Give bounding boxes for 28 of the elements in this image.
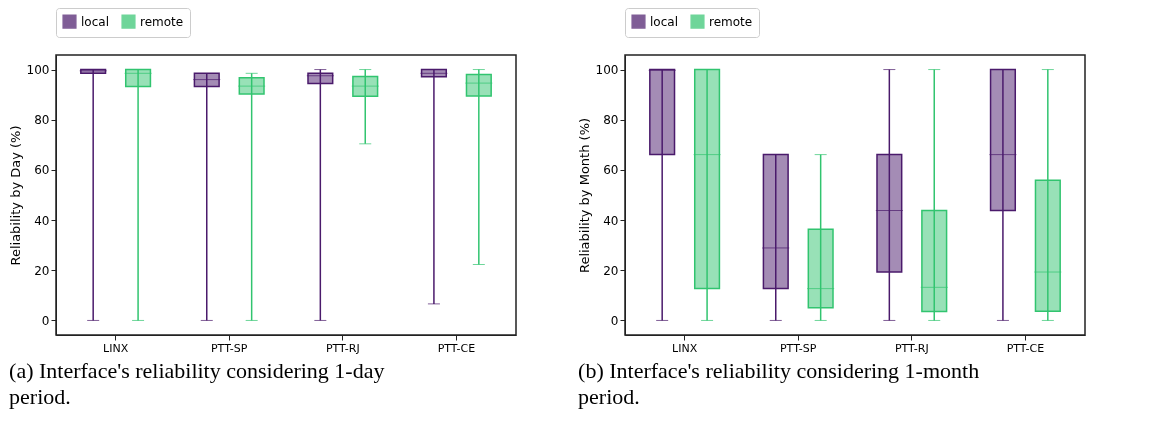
text: (b) Interface's reliability considering 1-month period.	[578, 358, 980, 409]
y-axis-title: Reliability by Day (%)	[7, 125, 23, 266]
y-tick-label: 40	[34, 213, 50, 228]
x-tick-label: PTT-RJ	[894, 341, 929, 355]
y-tick-label: 0	[610, 313, 619, 328]
y-tick-label: 100	[26, 63, 50, 78]
legend-label: local	[650, 14, 678, 29]
x-tick-label: LINX	[103, 341, 129, 355]
x-tick-label: PTT-SP	[210, 341, 248, 355]
x-tick-label: PTT-CE	[437, 341, 476, 355]
y-tick-label: 60	[34, 163, 50, 178]
legend-label: remote	[140, 14, 184, 29]
text: (a) Interface's reliability considering 1-day period.	[9, 358, 385, 409]
y-tick-label: 20	[603, 263, 619, 278]
legend-label: remote	[709, 14, 753, 29]
y-tick-label: 80	[34, 113, 50, 128]
x-tick-label: LINX	[672, 341, 698, 355]
y-tick-label: 60	[603, 163, 619, 178]
x-tick-label: PTT-SP	[779, 341, 817, 355]
y-tick-label: 0	[41, 313, 50, 328]
legend-label: local	[81, 14, 109, 29]
x-tick-label: PTT-RJ	[325, 341, 360, 355]
y-axis-title: Reliability by Month (%)	[576, 117, 592, 274]
y-tick-label: 100	[595, 63, 619, 78]
y-tick-label: 40	[603, 213, 619, 228]
x-tick-label: PTT-CE	[1006, 341, 1045, 355]
y-tick-label: 80	[603, 113, 619, 128]
y-tick-label: 20	[34, 263, 50, 278]
